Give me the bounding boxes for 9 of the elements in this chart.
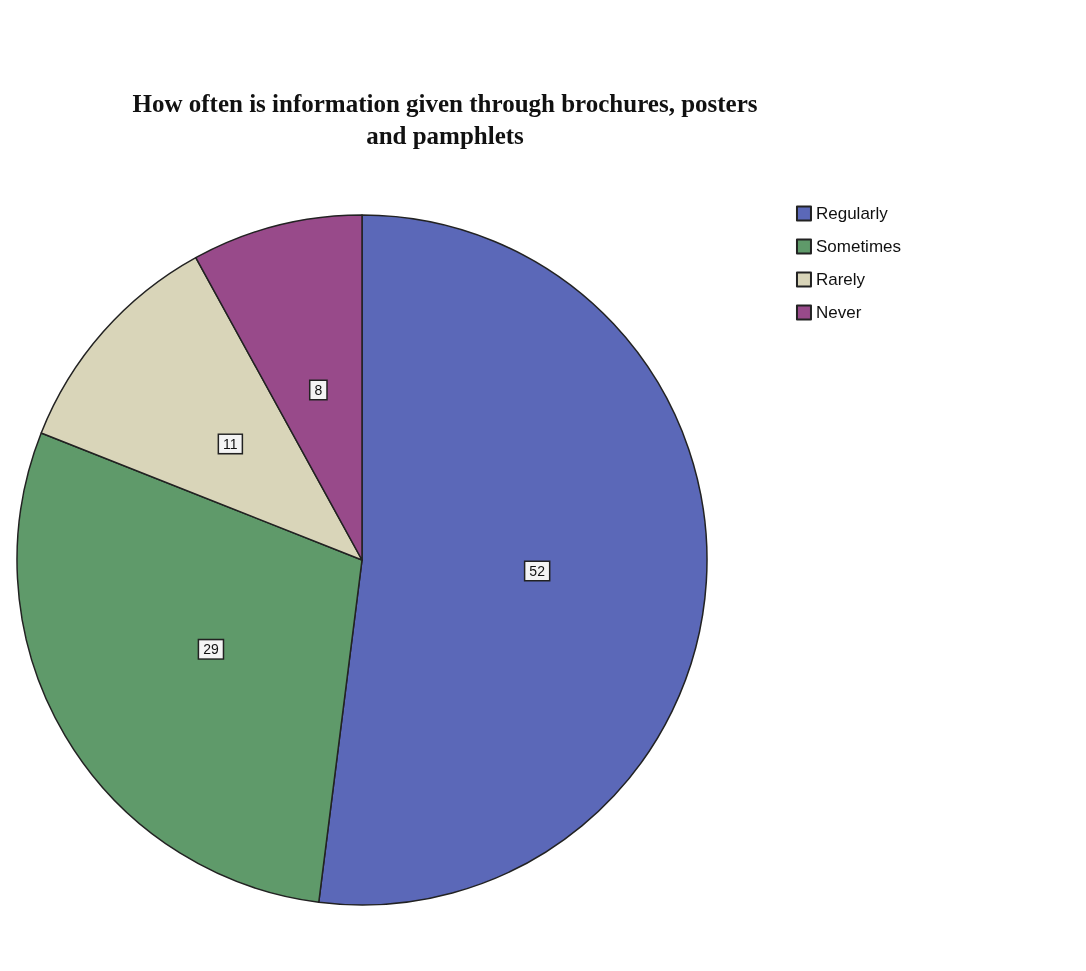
- data-label: 8: [314, 382, 323, 399]
- data-label: 52: [529, 563, 546, 580]
- legend-label: Regularly: [815, 204, 889, 223]
- legend-label: Never: [815, 303, 862, 322]
- legend-label: Rarely: [815, 270, 866, 289]
- legend-label: Sometimes: [815, 237, 902, 256]
- data-label: 29: [203, 641, 219, 658]
- data-label: 11: [223, 435, 238, 452]
- chart-title: How often is information given through brochures, posters and pamphlets: [132, 89, 758, 149]
